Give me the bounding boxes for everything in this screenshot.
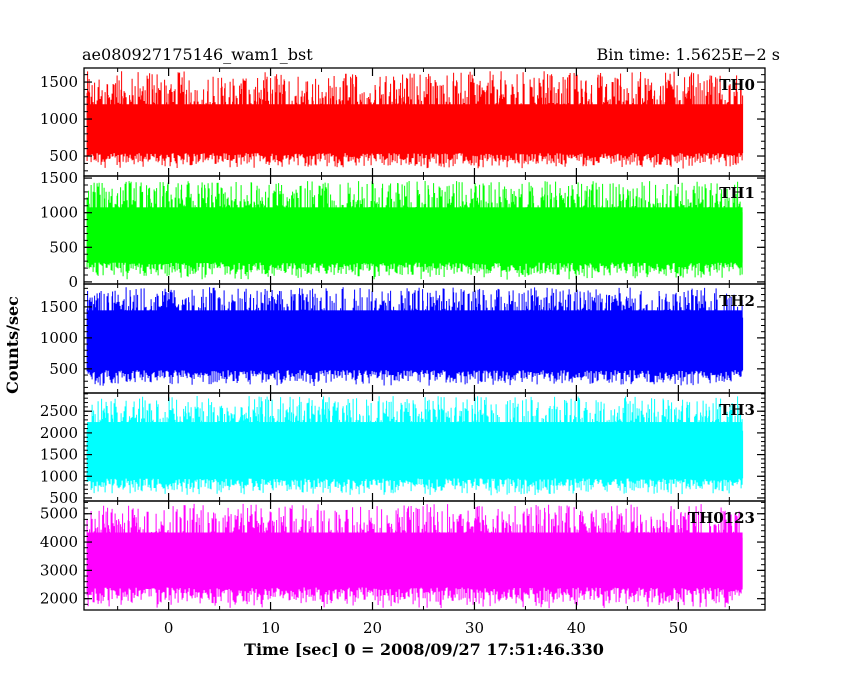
y-tick-label: 4000 bbox=[40, 533, 78, 551]
y-tick-label: 500 bbox=[49, 360, 78, 378]
bin-time-label: Bin time: 1.5625E−2 s bbox=[597, 45, 780, 64]
panel-th3 bbox=[86, 396, 744, 496]
panel-label-th0123: TH0123 bbox=[688, 509, 755, 527]
x-tick-label: 50 bbox=[669, 619, 688, 637]
y-tick-label: 1000 bbox=[40, 110, 78, 128]
y-tick-label: 1500 bbox=[40, 169, 78, 187]
x-tick-label: 40 bbox=[567, 619, 586, 637]
y-tick-label: 5000 bbox=[40, 505, 78, 523]
panel-label-th2: TH2 bbox=[719, 292, 755, 310]
x-tick-label: 0 bbox=[164, 619, 174, 637]
panel-th2 bbox=[86, 287, 744, 386]
panel-frame-th0123 bbox=[83, 500, 766, 611]
y-axis-title: Counts/sec bbox=[3, 296, 22, 394]
y-tick-label: 1000 bbox=[40, 329, 78, 347]
y-tick-label: 1000 bbox=[40, 467, 78, 485]
y-tick-label: 1500 bbox=[40, 73, 78, 91]
panel-th0123 bbox=[86, 503, 743, 609]
x-axis-title: Time [sec] 0 = 2008/09/27 17:51:46.330 bbox=[244, 640, 604, 659]
series-th0 bbox=[86, 71, 744, 169]
y-tick-label: 500 bbox=[49, 238, 78, 256]
y-tick-label: 500 bbox=[49, 489, 78, 507]
y-tick-label: 0 bbox=[68, 273, 78, 291]
x-tick-label: 10 bbox=[261, 619, 280, 637]
series-th3 bbox=[86, 396, 744, 496]
y-tick-label: 1500 bbox=[40, 298, 78, 316]
x-tick-label: 30 bbox=[465, 619, 484, 637]
series-th2 bbox=[86, 287, 744, 386]
y-tick-label: 500 bbox=[49, 147, 78, 165]
plot-title: ae080927175146_wam1_bst bbox=[82, 45, 313, 64]
panel-label-th1: TH1 bbox=[719, 184, 755, 202]
panel-label-th3: TH3 bbox=[719, 401, 755, 419]
panel-label-th0: TH0 bbox=[719, 76, 755, 94]
y-tick-label: 2500 bbox=[40, 402, 78, 420]
y-tick-label: 3000 bbox=[40, 561, 78, 579]
y-tick-label: 2000 bbox=[40, 424, 78, 442]
panel-th1 bbox=[86, 181, 743, 280]
y-tick-label: 1500 bbox=[40, 446, 78, 464]
y-tick-label: 1000 bbox=[40, 204, 78, 222]
series-th0123 bbox=[86, 503, 743, 609]
panel-th0 bbox=[86, 71, 744, 169]
x-tick-label: 20 bbox=[363, 619, 382, 637]
series-th1 bbox=[86, 181, 743, 280]
y-tick-label: 2000 bbox=[40, 590, 78, 608]
